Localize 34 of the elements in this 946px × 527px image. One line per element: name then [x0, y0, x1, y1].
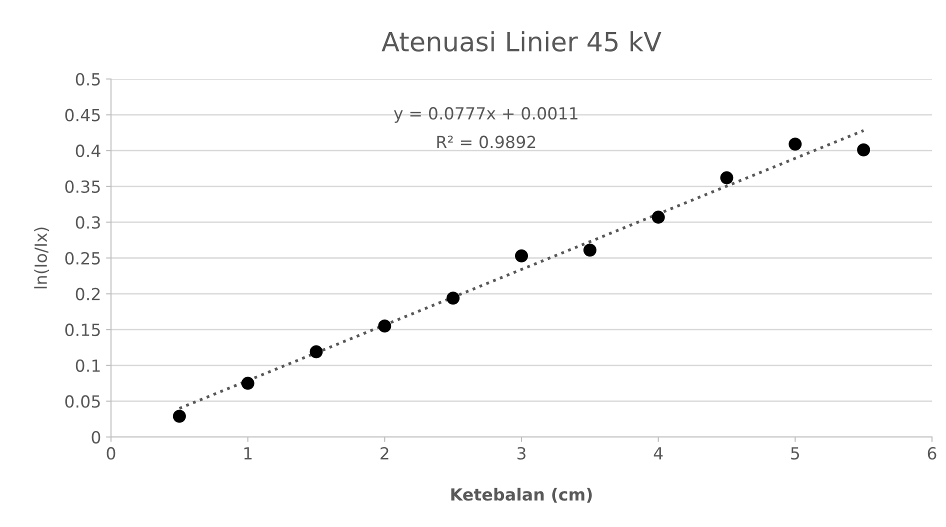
x-tick-label: 2 [380, 447, 388, 460]
point [514, 249, 528, 262]
point [378, 320, 392, 333]
y-tick-label: 0.45 [65, 108, 100, 122]
point [241, 376, 254, 390]
y-tick-label: 0.5 [76, 72, 100, 86]
y-axis-title: ln(Io/Ix) [34, 228, 50, 288]
point [310, 345, 323, 358]
x-tick-label: 1 [244, 447, 252, 460]
point [583, 244, 596, 257]
y-tick-label: 0 [92, 430, 100, 444]
point [652, 210, 665, 224]
x-tick-label: 4 [654, 447, 663, 460]
x-tick-label: 5 [791, 447, 800, 460]
chart-title: Atenuasi Linier 45 kV [382, 31, 662, 52]
y-tick-label: 0.4 [76, 144, 100, 158]
point [788, 138, 802, 151]
point [446, 292, 460, 305]
x-tick-label: 0 [106, 447, 116, 460]
y-tick-label: 0.05 [65, 395, 100, 408]
x-tick-label: 3 [517, 447, 526, 460]
y-tick-label: 0.35 [65, 180, 100, 193]
point [720, 171, 734, 184]
x-axis-title: Ketebalan (cm) [451, 488, 592, 503]
point [172, 410, 186, 423]
x-tick-label: 6 [928, 447, 936, 460]
y-tick-label: 0.3 [76, 216, 100, 229]
y-tick-label: 0.15 [65, 324, 100, 336]
point [857, 143, 870, 156]
y-tick-label: 0.1 [76, 359, 100, 372]
annotation: R² = 0.9892 [437, 136, 536, 148]
annotation: y = 0.0777x + 0.0011 [394, 107, 578, 123]
y-tick-label: 0.2 [76, 288, 100, 300]
y-tick-label: 0.25 [65, 252, 100, 265]
